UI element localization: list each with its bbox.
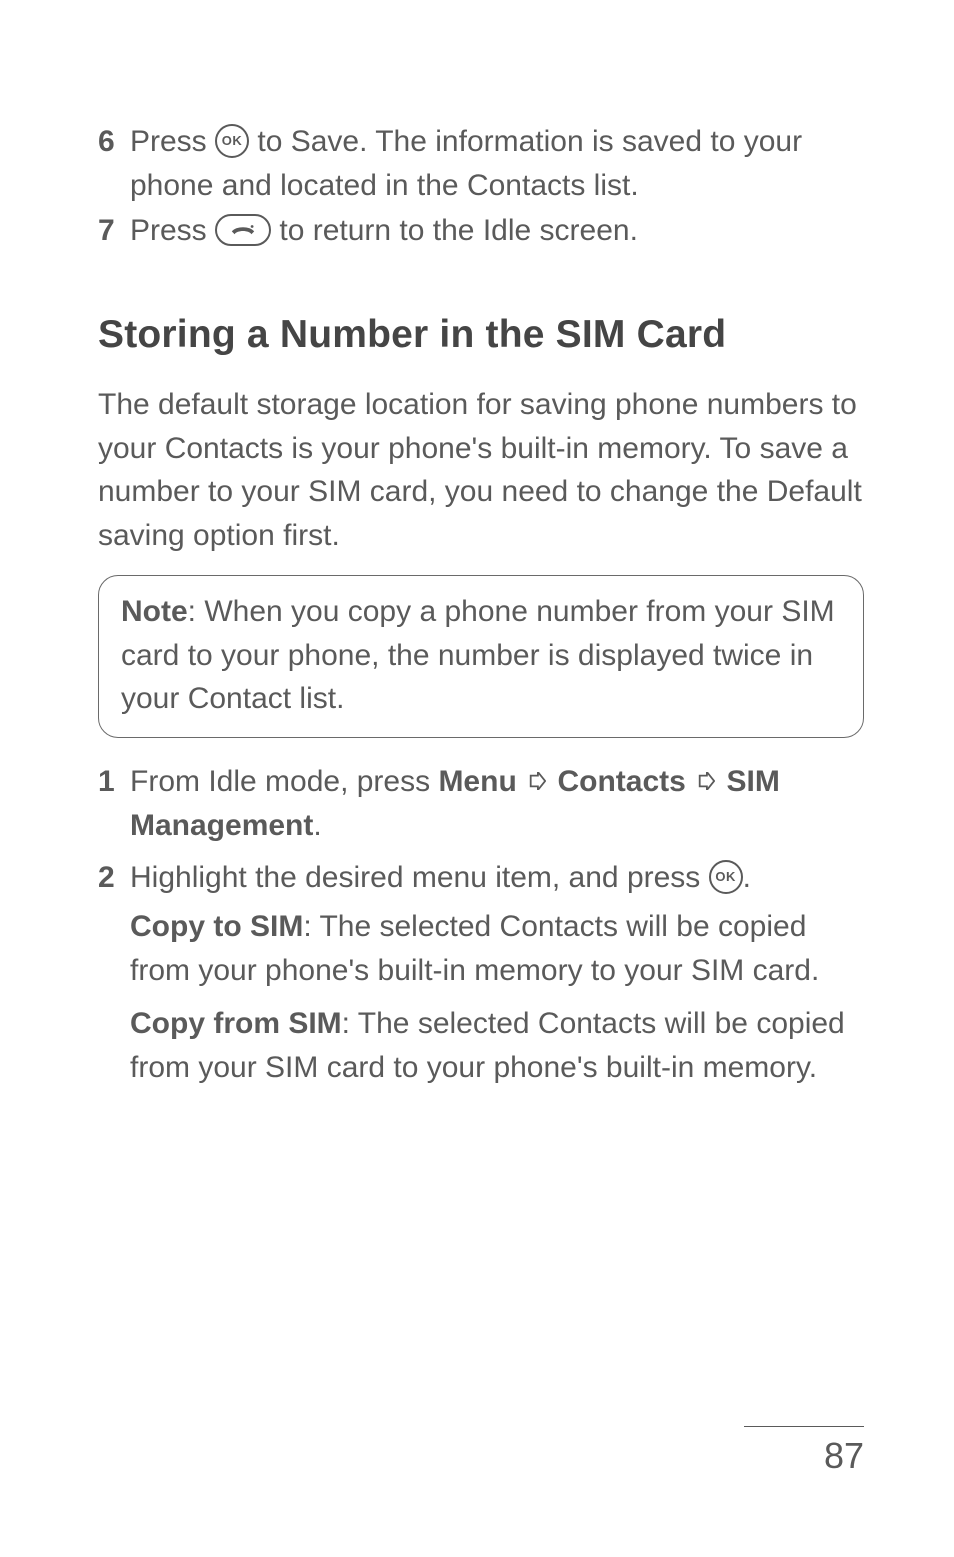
end-call-button-icon [215, 214, 271, 246]
contacts-label: Contacts [557, 765, 685, 798]
step-2: 2 Highlight the desired menu item, and p… [98, 856, 864, 900]
copy-from-label: Copy from SIM [130, 1007, 342, 1040]
note-label: Note [121, 595, 188, 628]
step-7: 7 Press to return to the Idle screen. [98, 209, 864, 253]
step-text-post: to return to the Idle screen. [271, 214, 638, 247]
arrow-right-icon [528, 759, 546, 803]
step-body: Press to return to the Idle screen. [130, 209, 864, 253]
page-rule [744, 1426, 864, 1427]
step-6: 6 Press OK to Save. The information is s… [98, 120, 864, 207]
step-text-post: . [743, 861, 751, 894]
step-text-pre: Press [130, 214, 215, 247]
note-text: : When you copy a phone number from your… [121, 595, 835, 715]
menu-label: Menu [438, 765, 516, 798]
ok-button-icon: OK [709, 860, 743, 894]
step-number: 6 [98, 120, 130, 207]
section-heading: Storing a Number in the SIM Card [98, 307, 864, 364]
arrow-right-icon [697, 759, 715, 803]
step-body: Press OK to Save. The information is sav… [130, 120, 864, 207]
step-number: 1 [98, 760, 130, 848]
step-text-pre: Press [130, 125, 215, 158]
step-text-pre: Highlight the desired menu item, and pre… [130, 861, 709, 894]
step-body: Highlight the desired menu item, and pre… [130, 856, 864, 900]
note-box: Note: When you copy a phone number from … [98, 575, 864, 738]
page-number: 87 [744, 1435, 864, 1477]
period: . [313, 809, 321, 842]
ok-button-icon: OK [215, 124, 249, 158]
step-number: 2 [98, 856, 130, 900]
copy-to-sim-item: Copy to SIM: The selected Contacts will … [130, 905, 864, 992]
page-footer: 87 [744, 1426, 864, 1477]
copy-to-label: Copy to SIM [130, 910, 303, 943]
intro-paragraph: The default storage location for saving … [98, 383, 864, 557]
step-body: From Idle mode, press Menu Contacts SIM … [130, 760, 864, 848]
step-number: 7 [98, 209, 130, 253]
step-1: 1 From Idle mode, press Menu Contacts SI… [98, 760, 864, 848]
step-text-pre: From Idle mode, press [130, 765, 438, 798]
copy-from-sim-item: Copy from SIM: The selected Contacts wil… [130, 1002, 864, 1089]
